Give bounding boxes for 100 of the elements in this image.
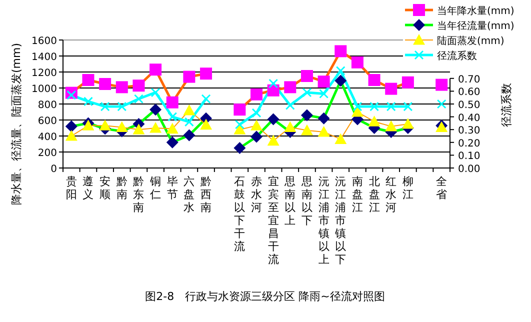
x-tick-label: 红水河 <box>386 175 397 214</box>
point <box>300 124 313 136</box>
point <box>252 108 262 118</box>
y2-tick-label: 0.30 <box>458 126 480 137</box>
y2-tick-label: 0.60 <box>458 87 480 98</box>
point <box>116 81 128 94</box>
y2-axis-title: 径流系数 <box>500 83 513 127</box>
point <box>166 122 178 134</box>
legend-label: 径流系数 <box>437 50 477 62</box>
point <box>385 82 398 95</box>
point <box>302 88 312 98</box>
point <box>284 81 296 94</box>
point <box>284 121 296 132</box>
point <box>234 142 246 154</box>
x-tick-label: 南盘江 <box>352 175 363 214</box>
y2-tick-label: 0.50 <box>458 100 480 111</box>
y2-tick-label: 0.70 <box>458 74 480 86</box>
y-axis-title: 降水量、径流量、陆面蒸发(mm) <box>10 42 23 206</box>
point <box>268 78 278 88</box>
y-tick-label: 1200 <box>32 68 57 79</box>
y-tick-label: 400 <box>38 132 57 143</box>
point <box>99 78 112 90</box>
x-tick-label: 全省 <box>436 175 448 201</box>
point <box>334 74 347 87</box>
point <box>319 89 329 99</box>
y-tick-label: 1600 <box>32 36 57 47</box>
x-tick-label: 毕节 <box>166 175 178 201</box>
point <box>234 104 246 116</box>
point <box>267 113 280 126</box>
point <box>166 136 178 148</box>
point <box>150 104 162 116</box>
point <box>250 88 262 100</box>
point <box>200 118 212 130</box>
point <box>83 96 93 106</box>
x-tick-label: 石鼓以下干流 <box>234 175 246 253</box>
point <box>65 130 78 141</box>
point <box>351 56 364 68</box>
y-tick-label: 600 <box>38 116 57 127</box>
x-tick-label: 遵义 <box>82 175 94 201</box>
point <box>336 66 346 76</box>
point <box>403 102 413 112</box>
point <box>370 102 380 112</box>
point <box>82 74 94 86</box>
x-tick-label: 安顺 <box>100 175 111 201</box>
point <box>183 129 196 142</box>
point <box>436 99 446 109</box>
y2-tick-label: 0.20 <box>458 138 480 150</box>
point <box>183 104 196 116</box>
point <box>436 78 448 91</box>
y2-tick-label: 0.00 <box>458 164 480 175</box>
text: 图2-8 行政与水资源三级分区 降雨~径流对照图 <box>145 290 385 303</box>
x-tick-label: 六盘水 <box>184 175 195 214</box>
x-tick-label: 柳江 <box>402 175 414 201</box>
y-tick-label: 800 <box>38 100 57 111</box>
point <box>168 112 178 122</box>
x-tick-label: 沅江浦市镇以下 <box>334 175 346 266</box>
point <box>402 76 414 88</box>
point <box>368 74 380 86</box>
legend-label: 陆面蒸发(mm) <box>437 35 504 47</box>
point <box>116 121 128 132</box>
point <box>352 102 362 112</box>
point <box>99 120 112 130</box>
point <box>234 120 244 130</box>
point <box>386 102 396 112</box>
x-tick-label: 铜仁 <box>149 175 162 201</box>
point <box>117 102 127 112</box>
point <box>184 117 194 127</box>
x-tick-label: 黔东南 <box>132 175 144 214</box>
point <box>334 133 347 144</box>
point <box>166 96 178 108</box>
y2-tick-label: 0.40 <box>458 112 480 124</box>
point <box>285 100 295 110</box>
point <box>132 80 145 92</box>
x-tick-label: 思南以上 <box>284 175 296 227</box>
x-tick-label: 黔西南 <box>200 175 212 214</box>
point <box>183 70 196 83</box>
y2-tick-label: 0.10 <box>458 151 480 162</box>
x-tick-label: 贵阳 <box>66 175 77 201</box>
point <box>150 122 162 133</box>
legend-label: 当年降水量(mm) <box>437 5 514 17</box>
point <box>66 90 76 100</box>
point <box>368 116 380 126</box>
point <box>267 84 280 96</box>
y-tick-label: 0 <box>50 164 57 175</box>
point <box>134 94 144 104</box>
x-tick-label: 北盘江 <box>368 175 380 214</box>
legend-label: 当年径流量(mm) <box>437 20 514 32</box>
point <box>402 118 414 129</box>
point <box>300 70 313 82</box>
y-tick-label: 200 <box>38 148 57 159</box>
point <box>385 120 398 132</box>
point <box>200 68 212 80</box>
x-tick-label: 赤水河 <box>251 175 262 214</box>
x-tick-label: 沅江浦市镇以上 <box>317 175 330 266</box>
y-tick-label: 1400 <box>32 52 57 63</box>
point <box>318 126 330 137</box>
x-tick-label: 思南以下 <box>300 175 312 227</box>
point <box>334 45 347 58</box>
x-tick-label: 黔南 <box>115 175 128 201</box>
point <box>65 120 78 132</box>
